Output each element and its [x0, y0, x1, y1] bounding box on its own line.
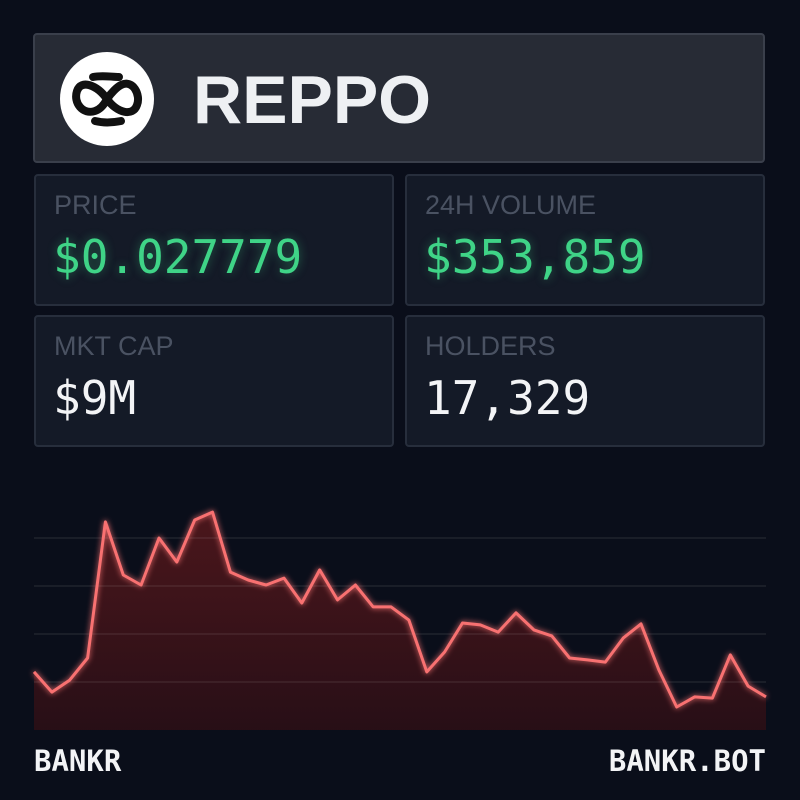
footer-left: BANKR	[34, 744, 122, 778]
stat-value: $9M	[53, 371, 137, 425]
stat-card: HOLDERS 17,329	[405, 315, 765, 447]
stat-card: 24H VOLUME $353,859	[405, 174, 765, 306]
stat-label: MKT CAP	[54, 331, 174, 361]
stat-label: HOLDERS	[425, 331, 556, 361]
stat-label: 24H VOLUME	[425, 190, 597, 220]
line	[32, 510, 767, 709]
stat-value: 17,329	[424, 371, 591, 425]
header: REPPO	[33, 33, 765, 163]
stat-card: MKT CAP $9M	[34, 315, 394, 447]
area	[34, 512, 766, 730]
stat-label: PRICE	[54, 190, 137, 220]
footer-right: BANKR.BOT	[608, 744, 766, 778]
logo	[60, 52, 154, 146]
stat-value: $0.027779	[53, 230, 303, 284]
stat-value: $353,859	[424, 230, 646, 284]
title: REPPO	[193, 62, 432, 138]
stat-card: PRICE $0.027779	[34, 174, 394, 306]
